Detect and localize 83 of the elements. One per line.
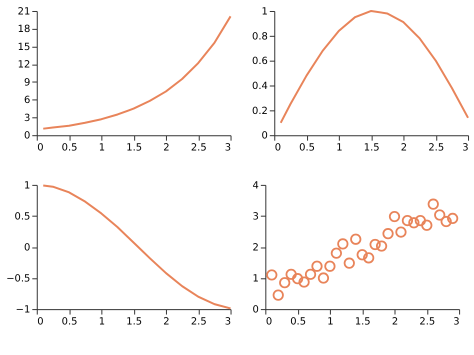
y-tick-label: 0.6 xyxy=(252,56,268,68)
x-tick-label: 2.5 xyxy=(190,316,207,328)
y-tick-label: 15 xyxy=(18,42,30,53)
point xyxy=(388,210,400,222)
x-tick-label: 0 xyxy=(274,142,282,154)
y-tick-label: −1 xyxy=(16,304,30,316)
x-tick-label: 1 xyxy=(98,142,106,154)
x-tick-label: 3 xyxy=(224,316,232,328)
point xyxy=(324,260,336,272)
point xyxy=(376,240,388,252)
y-tick-label: 0 xyxy=(24,242,30,254)
point xyxy=(350,234,362,245)
point xyxy=(402,214,414,226)
y-tick-label: 0.8 xyxy=(252,31,268,42)
x-tick-label: 2 xyxy=(163,316,170,328)
y-tick-label: 0.2 xyxy=(252,106,268,117)
x-tick-label: 1 xyxy=(336,142,343,154)
y-tick-label: 21 xyxy=(18,6,30,18)
y-tick-label: 0.4 xyxy=(252,80,268,92)
y-tick-label: 1 xyxy=(261,6,268,18)
x-tick-label: 2 xyxy=(400,142,408,154)
point xyxy=(318,272,330,284)
point xyxy=(311,260,323,272)
y-tick-label: 3 xyxy=(24,112,30,124)
y-tick-label: 18 xyxy=(18,24,30,36)
point xyxy=(330,248,342,259)
y-tick-label: 0 xyxy=(24,130,30,142)
point xyxy=(344,258,355,269)
point xyxy=(292,273,304,284)
x-tick-label: 3 xyxy=(224,142,232,154)
x-tick-label: 3 xyxy=(462,142,469,154)
y-tick-label: 0 xyxy=(261,130,268,142)
point xyxy=(304,268,316,280)
x-tick-label: 0 xyxy=(37,316,44,328)
point xyxy=(266,269,278,281)
x-tick-label: 2.5 xyxy=(419,316,436,328)
point xyxy=(434,209,446,221)
y-tick-label: 2 xyxy=(252,242,259,254)
y-tick-label: 1 xyxy=(252,274,259,285)
point xyxy=(440,216,452,228)
x-tick-label: 0.5 xyxy=(62,142,78,154)
x-tick-label: 0 xyxy=(37,142,44,154)
point xyxy=(286,268,297,280)
point xyxy=(428,198,439,210)
x-tick-label: 1.5 xyxy=(364,142,380,154)
y-tick-label: 12 xyxy=(18,60,30,71)
x-tick-label: 2.5 xyxy=(428,142,444,154)
y-tick-label: 6 xyxy=(24,95,30,106)
point xyxy=(370,238,381,250)
point xyxy=(356,249,368,260)
line-series xyxy=(42,15,232,130)
line-series xyxy=(42,184,232,310)
point xyxy=(421,220,432,231)
x-tick-label: 1 xyxy=(327,316,334,328)
x-tick-label: 0.5 xyxy=(299,142,315,154)
point xyxy=(363,252,374,264)
point xyxy=(279,277,290,288)
y-tick-label: 9 xyxy=(24,77,30,88)
line-series xyxy=(280,10,470,124)
x-tick-label: 1.5 xyxy=(126,142,142,154)
x-tick-label: 1 xyxy=(98,316,106,328)
point xyxy=(272,290,284,301)
x-tick-label: 2 xyxy=(392,316,398,328)
x-tick-label: 1.5 xyxy=(354,316,371,328)
point xyxy=(447,212,458,224)
x-tick-label: 2 xyxy=(163,142,170,154)
y-tick-label: 3 xyxy=(252,211,259,222)
x-tick-label: 0.5 xyxy=(290,316,306,328)
x-tick-label: 3 xyxy=(453,316,460,328)
point xyxy=(382,228,394,240)
point xyxy=(298,276,310,288)
x-tick-label: 0.5 xyxy=(62,316,78,328)
point xyxy=(395,226,407,238)
y-tick-label: 0 xyxy=(252,304,259,316)
point xyxy=(408,217,420,228)
y-tick-label: −0.5 xyxy=(6,274,30,285)
x-tick-label: 2.5 xyxy=(190,142,207,154)
point xyxy=(337,238,348,250)
y-tick-label: 4 xyxy=(252,180,259,192)
point xyxy=(414,214,426,226)
x-tick-label: 1.5 xyxy=(126,316,142,328)
y-tick-label: 1 xyxy=(24,180,30,192)
y-tick-label: 0.5 xyxy=(14,211,30,222)
